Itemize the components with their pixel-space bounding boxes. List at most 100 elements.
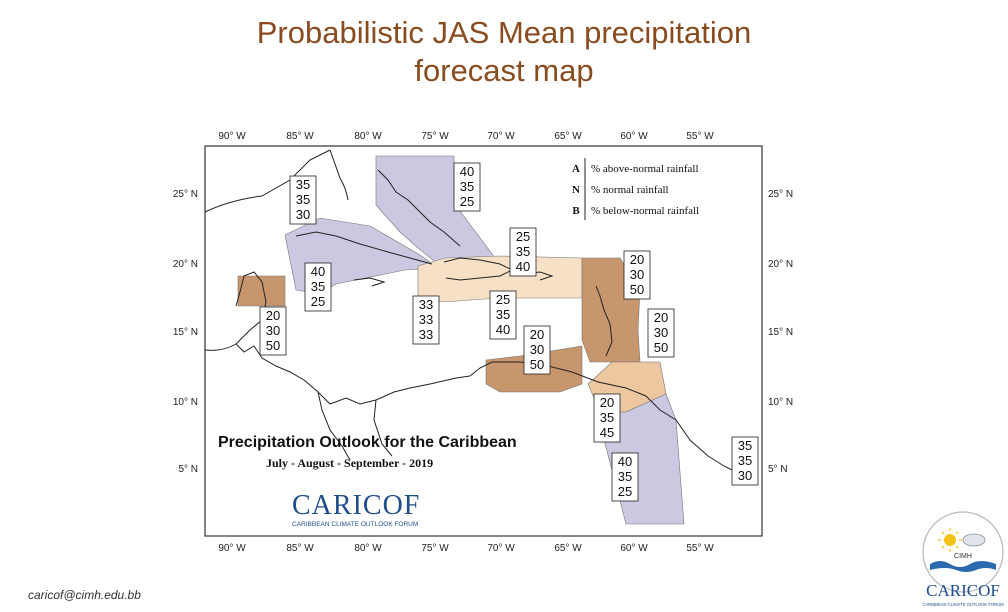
forecast-box-value: 30	[266, 323, 280, 338]
forecast-box-value: 30	[654, 325, 668, 340]
legend-key-b: B	[572, 205, 580, 217]
forecast-box-value: 25	[311, 294, 325, 309]
caricof-logo-text: CARICOF	[292, 490, 420, 521]
forecast-box-value: 35	[600, 410, 614, 425]
slide-title-line-2: forecast map	[414, 53, 594, 88]
lon-tick-top: 55° W	[686, 131, 714, 142]
forecast-box-value: 35	[738, 438, 752, 453]
forecast-box-value: 20	[630, 252, 644, 267]
lat-tick-left: 20° N	[173, 259, 198, 270]
forecast-box-value: 33	[419, 297, 433, 312]
forecast-box-value: 50	[266, 338, 280, 353]
forecast-box-frame	[611, 452, 639, 502]
lat-tick-right: 5° N	[768, 464, 788, 475]
cloud-icon	[962, 533, 986, 547]
lat-tick-right: 20° N	[768, 259, 793, 270]
forecast-box-frame	[523, 325, 551, 375]
forecast-box-frame	[731, 436, 759, 486]
cimh-caricof-logo: CIMH CARICOF CARIBBEAN CLIMATE OUTLOOK F…	[922, 511, 1004, 607]
lat-tick-left: 25° N	[173, 189, 198, 200]
sun-icon	[944, 534, 956, 546]
lat-tick-left: 15° N	[173, 327, 198, 338]
forecast-probability-boxes: 4035253535304035252030503333332535402535…	[259, 162, 759, 502]
forecast-box-frame	[489, 290, 517, 340]
forecast-box-value: 20	[654, 310, 668, 325]
lat-tick-right: 10° N	[768, 397, 793, 408]
forecast-box-frame	[289, 175, 317, 225]
longitude-ticks: 90° W 85° W 80° W 75° W 70° W 65° W 60° …	[218, 131, 714, 554]
forecast-box-value: 33	[419, 327, 433, 342]
latitude-ticks: 25° N 20° N 15° N 10° N 5° N 25° N 20° N…	[173, 189, 793, 475]
lon-tick-top: 65° W	[554, 131, 582, 142]
forecast-box-frame	[509, 227, 537, 277]
forecast-box-value: 35	[738, 453, 752, 468]
lon-tick-bottom: 75° W	[421, 543, 449, 554]
forecast-box-frame	[304, 262, 332, 312]
lon-tick-top: 60° W	[620, 131, 648, 142]
lon-tick-top: 70° W	[487, 131, 515, 142]
lon-tick-bottom: 80° W	[354, 543, 382, 554]
lon-tick-top: 85° W	[286, 131, 314, 142]
forecast-box-value: 35	[296, 177, 310, 192]
forecast-box-value: 35	[460, 179, 474, 194]
lon-tick-top: 80° W	[354, 131, 382, 142]
forecast-box-value: 50	[654, 340, 668, 355]
legend-text-a: % above-normal rainfall	[591, 163, 699, 175]
sun-rays-icon	[938, 528, 962, 552]
forecast-box-value: 35	[516, 244, 530, 259]
lon-tick-bottom: 90° W	[218, 543, 246, 554]
slide-title-line-1: Probabilistic JAS Mean precipitation	[256, 15, 752, 50]
caricof-small-subtext: CARIBBEAN CLIMATE OUTLOOK FORUM	[922, 602, 1004, 607]
forecast-box-value: 25	[618, 484, 632, 499]
coastlines	[204, 149, 741, 475]
forecast-box-value: 40	[618, 454, 632, 469]
forecast-box-value: 40	[311, 264, 325, 279]
wave-icon	[930, 561, 996, 572]
forecast-box-frame	[259, 306, 287, 356]
forecast-box-frame	[593, 393, 621, 443]
forecast-box-value: 35	[311, 279, 325, 294]
legend-key-a: A	[572, 163, 580, 175]
forecast-box-value: 25	[460, 194, 474, 209]
forecast-box-value: 30	[530, 342, 544, 357]
legend-text-b: % below-normal rainfall	[591, 205, 699, 217]
lon-tick-bottom: 70° W	[487, 543, 515, 554]
cimh-seal	[922, 511, 1004, 593]
caricof-logo: CARICOF CARIBBEAN CLIMATE OUTLOOK FORUM	[292, 490, 420, 528]
forecast-box-value: 30	[738, 468, 752, 483]
lon-tick-bottom: 60° W	[620, 543, 648, 554]
forecast-box-value: 25	[516, 229, 530, 244]
legend-text-n: % normal rainfall	[591, 184, 669, 196]
forecast-box-value: 50	[530, 357, 544, 372]
forecast-box-value: 30	[296, 207, 310, 222]
map-title: Precipitation Outlook for the Caribbean	[218, 434, 517, 451]
forecast-box-value: 35	[296, 192, 310, 207]
forecast-box-value: 35	[496, 307, 510, 322]
lon-tick-top: 75° W	[421, 131, 449, 142]
map-legend: A % above-normal rainfall N % normal rai…	[560, 157, 754, 221]
forecast-box-frame	[623, 250, 651, 300]
forecast-box-value: 20	[266, 308, 280, 323]
lon-tick-bottom: 65° W	[554, 543, 582, 554]
slide-title: Probabilistic JAS Mean precipitation for…	[150, 14, 858, 90]
forecast-box-value: 45	[600, 425, 614, 440]
forecast-box-value: 30	[630, 267, 644, 282]
forecast-box-value: 40	[460, 164, 474, 179]
forecast-box-frame	[412, 295, 440, 345]
forecast-box-value: 35	[618, 469, 632, 484]
caricof-small-text: CARICOF	[926, 581, 1000, 600]
caricof-logo-subtext: CARIBBEAN CLIMATE OUTLOOK FORUM	[292, 521, 418, 528]
lat-tick-right: 25° N	[768, 189, 793, 200]
forecast-box-value: 25	[496, 292, 510, 307]
forecast-box-frame	[453, 162, 481, 212]
